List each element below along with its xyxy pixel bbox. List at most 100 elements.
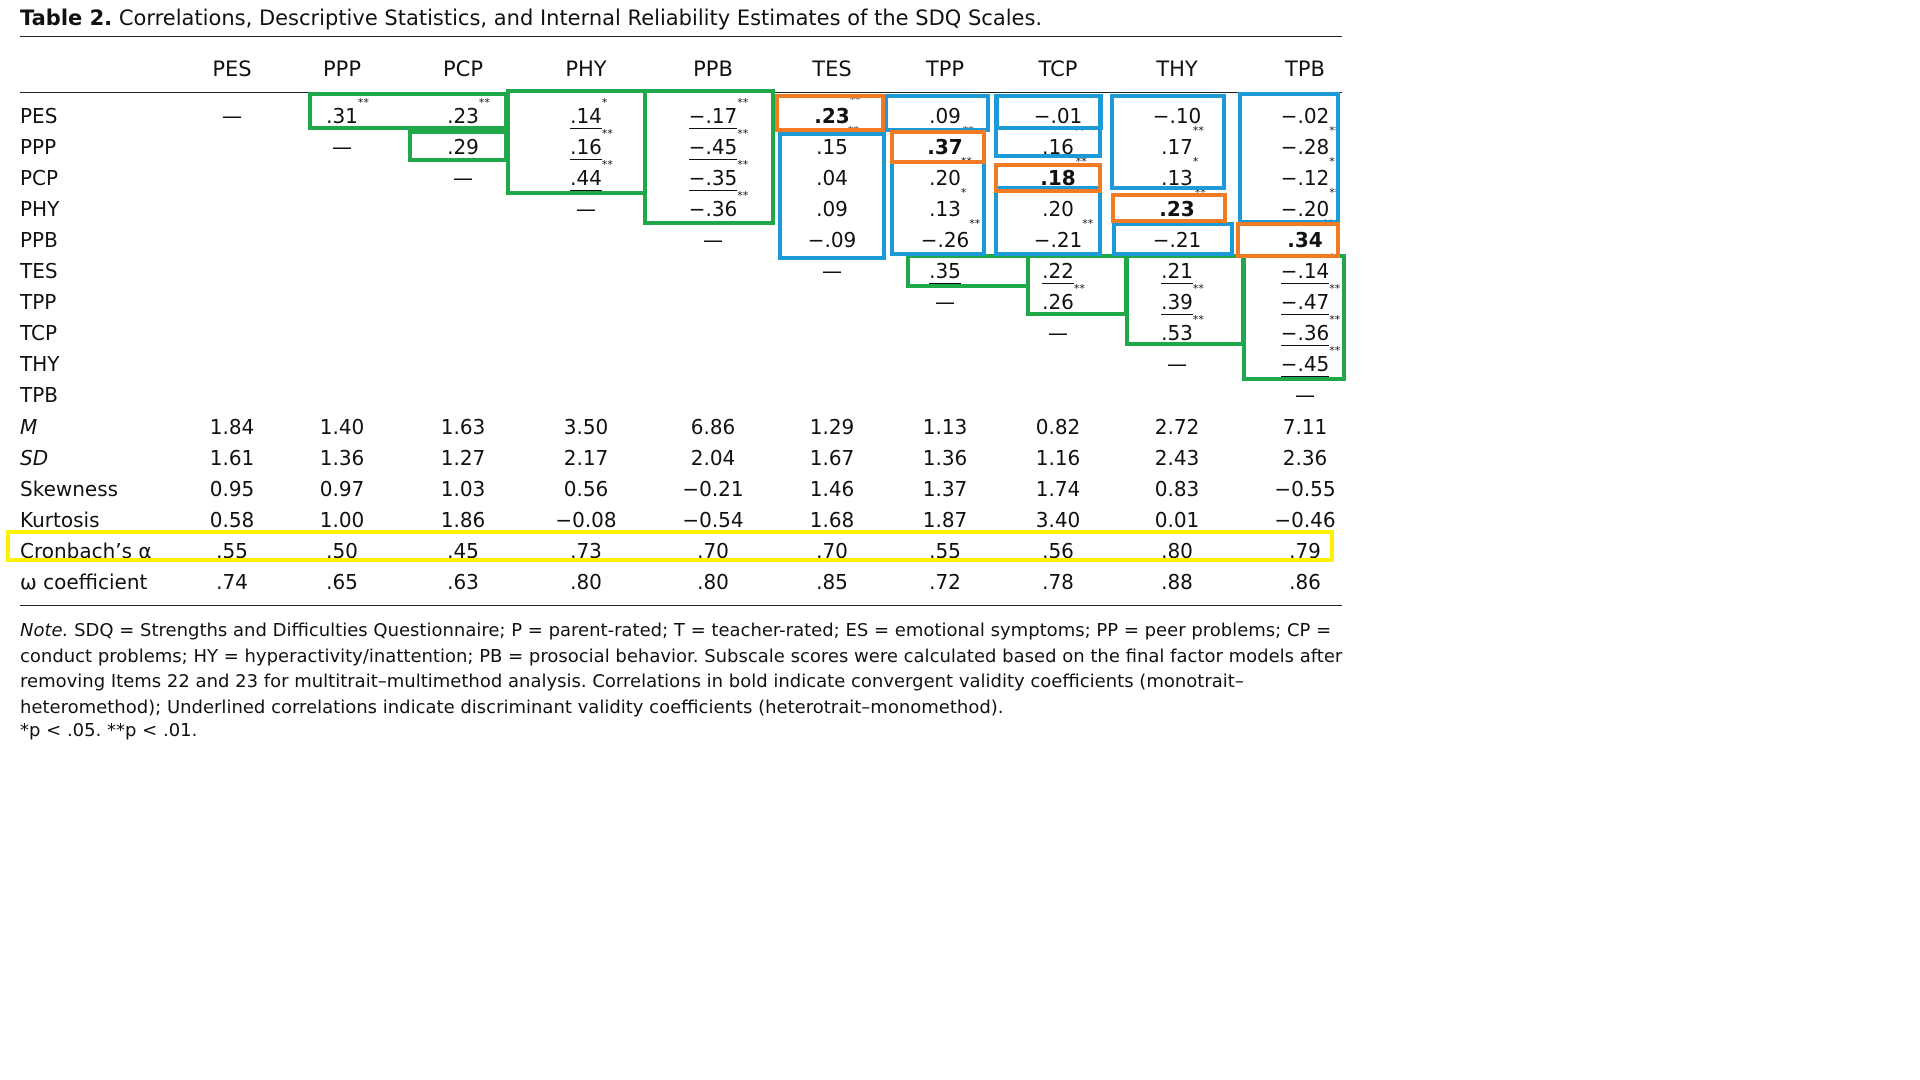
correlation-value: −.26 ** bbox=[920, 216, 981, 252]
correlation-cell: .31 ** bbox=[287, 97, 397, 132]
stat-value: 0.58 bbox=[209, 507, 255, 532]
significance-marker: ** bbox=[1329, 185, 1341, 199]
significance-marker: ** bbox=[737, 188, 749, 202]
correlation-cell: −.10 bbox=[1122, 101, 1232, 132]
stat-value: 0.97 bbox=[319, 476, 365, 501]
correlation-value: −.45 ** bbox=[688, 126, 749, 160]
row-label: THY bbox=[20, 351, 60, 376]
stat-value: 0.95 bbox=[209, 476, 255, 501]
stat-value: 1.84 bbox=[209, 414, 255, 439]
stat-value: .65 bbox=[326, 569, 358, 594]
stat-value: .72 bbox=[929, 569, 961, 594]
highlight-box bbox=[1236, 222, 1340, 258]
stat-label: ω coefficient bbox=[20, 569, 148, 594]
correlation-cell: −.20 ** bbox=[1250, 187, 1360, 225]
stat-value: −0.46 bbox=[1274, 507, 1336, 532]
correlation-value: .23 ** bbox=[814, 92, 861, 128]
stat-value: 2.17 bbox=[563, 445, 609, 470]
stat-value: 0.82 bbox=[1035, 414, 1081, 439]
column-header: TCP bbox=[1038, 56, 1078, 81]
significance-marker: ** bbox=[737, 157, 749, 171]
correlation-value: .16 ** bbox=[570, 126, 613, 160]
significance-marker: ** bbox=[1329, 281, 1341, 295]
significance-marker: ** bbox=[1329, 343, 1341, 357]
stat-value: 1.61 bbox=[209, 445, 255, 470]
highlight-box bbox=[906, 254, 1030, 288]
stat-value: 1.46 bbox=[809, 476, 855, 501]
correlation-value: .44 ** bbox=[570, 157, 613, 191]
top-rule bbox=[20, 36, 1342, 37]
column-header: THY bbox=[1156, 56, 1198, 81]
significance-marker: ** bbox=[737, 95, 749, 109]
significance-marker: ** bbox=[969, 216, 981, 230]
highlight-box bbox=[308, 92, 508, 130]
correlation-cell: −.47 ** bbox=[1250, 283, 1360, 318]
stat-value: 2.72 bbox=[1154, 414, 1200, 439]
column-header: PCP bbox=[443, 56, 483, 81]
highlight-box bbox=[778, 132, 886, 260]
stat-value: 2.04 bbox=[690, 445, 736, 470]
correlation-value: .18 ** bbox=[1040, 154, 1087, 190]
highlight-box bbox=[6, 530, 1334, 562]
stat-value: 1.03 bbox=[440, 476, 486, 501]
stat-value: 7.11 bbox=[1282, 414, 1328, 439]
correlation-value: −.09 bbox=[807, 227, 857, 252]
note-text: SDQ = Strengths and Difficulties Questio… bbox=[20, 620, 1343, 718]
significance-marker: ** bbox=[849, 92, 861, 106]
stat-label: Skewness bbox=[20, 476, 119, 501]
diagonal-dash: — bbox=[332, 134, 352, 159]
highlight-box bbox=[1111, 193, 1227, 223]
stat-value: .78 bbox=[1042, 569, 1074, 594]
correlation-value: .09 bbox=[816, 196, 848, 221]
correlation-value: −.10 bbox=[1152, 103, 1202, 128]
stat-value: 2.36 bbox=[1282, 445, 1328, 470]
correlation-value: .17 ** bbox=[1161, 123, 1204, 159]
correlation-cell: −.21 ** bbox=[1003, 218, 1113, 256]
correlation-cell: .44 ** bbox=[531, 157, 641, 194]
column-header: PPB bbox=[693, 56, 733, 81]
significance-marker: ** bbox=[1192, 312, 1204, 326]
diagonal-dash: — bbox=[1295, 382, 1315, 407]
correlation-value: .13 * bbox=[929, 185, 967, 221]
stat-value: 2.43 bbox=[1154, 445, 1200, 470]
stat-value: −0.08 bbox=[555, 507, 617, 532]
correlation-cell: .09 bbox=[777, 194, 887, 225]
highlight-box bbox=[1110, 94, 1226, 190]
correlation-cell: −.12 * bbox=[1250, 154, 1360, 194]
stat-value: 0.01 bbox=[1154, 507, 1200, 532]
correlation-value: −.36 ** bbox=[1280, 312, 1341, 346]
diagonal-dash: — bbox=[935, 289, 955, 314]
stat-value: 1.87 bbox=[922, 507, 968, 532]
column-header: TES bbox=[812, 56, 852, 81]
correlation-cell: .13 * bbox=[1122, 156, 1232, 194]
diagonal-dash: — bbox=[703, 227, 723, 252]
stat-value: 1.36 bbox=[319, 445, 365, 470]
correlation-cell: −.09 bbox=[777, 225, 887, 256]
row-label: PHY bbox=[20, 196, 60, 221]
stat-value: −0.21 bbox=[682, 476, 744, 501]
stat-value: 1.13 bbox=[922, 414, 968, 439]
significance-marker: ** bbox=[1329, 123, 1341, 137]
highlight-box bbox=[506, 89, 647, 195]
significance-marker: ** bbox=[601, 126, 613, 140]
significance-marker: ** bbox=[357, 95, 369, 109]
stat-value: 1.36 bbox=[922, 445, 968, 470]
highlight-box bbox=[775, 94, 885, 132]
correlation-cell: −.36 ** bbox=[1250, 312, 1360, 349]
significance-marker: ** bbox=[1082, 216, 1094, 230]
correlation-cell: .23 ** bbox=[1122, 187, 1232, 225]
significance-marker: ** bbox=[1192, 281, 1204, 295]
stat-value: .85 bbox=[816, 569, 848, 594]
stat-value: 3.50 bbox=[563, 414, 609, 439]
highlight-box bbox=[1125, 254, 1245, 346]
stat-value: 1.74 bbox=[1035, 476, 1081, 501]
correlation-value: −.12 * bbox=[1280, 154, 1335, 190]
column-header: TPB bbox=[1285, 56, 1325, 81]
correlation-cell: .13 * bbox=[890, 185, 1000, 225]
correlation-value: .04 bbox=[816, 165, 848, 190]
significance-marker: ** bbox=[737, 126, 749, 140]
bottom-rule bbox=[20, 605, 1342, 606]
note-label: Note. bbox=[20, 620, 69, 641]
correlation-cell: −.45 ** bbox=[658, 126, 768, 163]
